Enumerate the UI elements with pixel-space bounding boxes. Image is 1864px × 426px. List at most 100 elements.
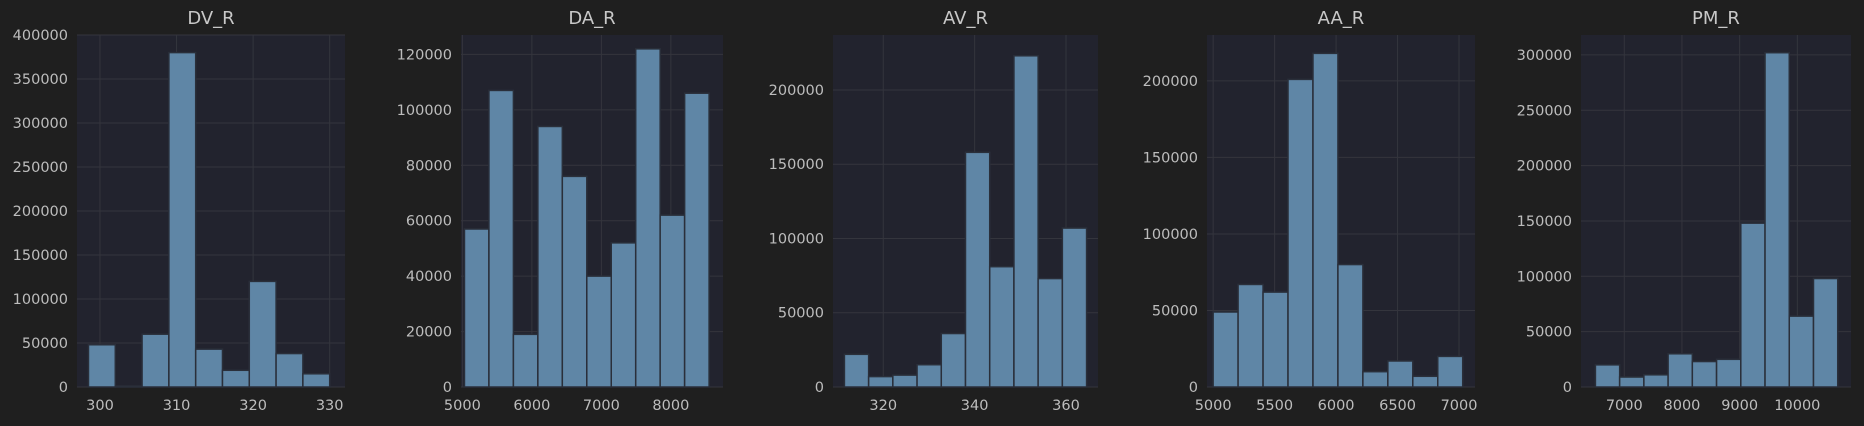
histogram-2: 0 20000 40000 60000 80000 100000 120000 5000 600… bbox=[397, 8, 723, 414]
histogram-bar bbox=[463, 228, 490, 388]
histogram-bar bbox=[141, 333, 170, 388]
histogram-bar bbox=[659, 214, 686, 388]
histogram-bar bbox=[1812, 277, 1839, 388]
y-tick-label: 50000 bbox=[1526, 325, 1572, 341]
x-tick-label: 7000 bbox=[583, 398, 620, 414]
histogram-bar bbox=[114, 385, 143, 388]
histogram-bar bbox=[275, 352, 304, 388]
y-tick-label: 100000 bbox=[1517, 269, 1572, 285]
x-tick-label: 9000 bbox=[1721, 398, 1758, 414]
y-tick-label: 100000 bbox=[769, 231, 824, 247]
x-tick-label: 6000 bbox=[513, 398, 550, 414]
x-tick-label: 6500 bbox=[1379, 398, 1416, 414]
histogram-bar bbox=[1715, 358, 1742, 388]
histogram-bar bbox=[194, 348, 224, 388]
histogram-bar bbox=[916, 363, 943, 388]
histogram-bar bbox=[1788, 315, 1815, 388]
chart-title: DV_R bbox=[187, 8, 234, 29]
x-tick-label: 5000 bbox=[444, 398, 481, 414]
x-tick-label: 360 bbox=[1052, 398, 1080, 414]
x-tick-label: 5000 bbox=[1195, 398, 1232, 414]
histogram-1: 0 50000 100000 150000 200000 250000 300000 3500… bbox=[13, 8, 345, 414]
x-tick-label: 300 bbox=[86, 398, 114, 414]
y-tick-label: 80000 bbox=[406, 158, 452, 174]
histogram-bar bbox=[586, 275, 613, 388]
histogram-bar bbox=[843, 353, 870, 388]
chart-title: PM_R bbox=[1692, 8, 1740, 29]
histogram-bar bbox=[1037, 277, 1064, 388]
histogram-bar bbox=[1691, 360, 1718, 388]
histogram-bar bbox=[1643, 374, 1669, 388]
y-tick-label: 40000 bbox=[406, 269, 452, 285]
histogram-bar bbox=[537, 125, 564, 388]
histogram-5: 0 50000 100000 150000 200000 250000 300000 7000… bbox=[1517, 8, 1851, 414]
histogram-bar bbox=[221, 369, 251, 388]
y-tick-label: 0 bbox=[443, 380, 452, 396]
y-tick-label: 100000 bbox=[1143, 227, 1198, 243]
histogram-bar bbox=[964, 151, 991, 388]
y-tick-label: 100000 bbox=[13, 292, 68, 308]
y-tick-label: 50000 bbox=[22, 336, 68, 352]
histogram-bar bbox=[610, 242, 637, 388]
x-tick-label: 8000 bbox=[652, 398, 689, 414]
histogram-bar bbox=[1387, 360, 1414, 388]
x-tick-label: 310 bbox=[163, 398, 191, 414]
y-tick-label: 120000 bbox=[397, 47, 452, 63]
histogram-bar bbox=[1287, 78, 1314, 388]
histogram-bar bbox=[940, 332, 967, 388]
y-tick-label: 0 bbox=[1563, 380, 1572, 396]
x-tick-label: 320 bbox=[869, 398, 897, 414]
histogram-4: 0 50000 100000 150000 200000 5000 5500 6000 6500… bbox=[1143, 8, 1478, 414]
histogram-bar bbox=[1740, 222, 1766, 388]
y-tick-label: 200000 bbox=[1517, 159, 1572, 175]
x-tick-label: 7000 bbox=[1441, 398, 1478, 414]
y-tick-label: 200000 bbox=[769, 83, 824, 99]
histogram-bar bbox=[561, 175, 588, 388]
histogram-bar bbox=[1337, 263, 1364, 388]
x-tick-label: 6000 bbox=[1318, 398, 1355, 414]
histogram-bar bbox=[634, 48, 661, 388]
y-tick-label: 60000 bbox=[406, 214, 452, 230]
y-tick-label: 300000 bbox=[1517, 48, 1572, 64]
y-tick-label: 150000 bbox=[769, 157, 824, 173]
chart-title: DA_R bbox=[568, 8, 615, 29]
histogram-bar bbox=[168, 51, 197, 388]
histogram-bar bbox=[1618, 376, 1645, 388]
y-tick-label: 50000 bbox=[778, 306, 824, 322]
y-tick-label: 20000 bbox=[406, 325, 452, 341]
histogram-bar bbox=[683, 92, 710, 388]
x-tick-label: 320 bbox=[239, 398, 267, 414]
chart-title: AV_R bbox=[943, 8, 988, 29]
histogram-bar bbox=[867, 375, 894, 388]
histogram-bar bbox=[1412, 375, 1439, 388]
y-tick-label: 250000 bbox=[13, 160, 68, 176]
histogram-bar bbox=[988, 265, 1015, 388]
y-tick-label: 0 bbox=[1189, 380, 1198, 396]
histogram-bar bbox=[248, 280, 277, 388]
y-tick-label: 200000 bbox=[13, 204, 68, 220]
y-tick-label: 400000 bbox=[13, 28, 68, 44]
y-tick-label: 150000 bbox=[13, 248, 68, 264]
x-tick-label: 330 bbox=[316, 398, 344, 414]
y-tick-label: 0 bbox=[59, 380, 68, 396]
histogram-bar bbox=[512, 333, 539, 388]
histogram-bar bbox=[1061, 227, 1088, 388]
x-tick-label: 5500 bbox=[1256, 398, 1293, 414]
y-tick-label: 100000 bbox=[397, 103, 452, 119]
y-tick-label: 250000 bbox=[1517, 103, 1572, 119]
y-tick-label: 150000 bbox=[1517, 214, 1572, 230]
histogram-bar bbox=[1212, 311, 1239, 388]
histogram-bar bbox=[1312, 52, 1339, 388]
y-tick-label: 350000 bbox=[13, 72, 68, 88]
histogram-3: 0 50000 100000 150000 200000 320 340 360 AV_R bbox=[769, 8, 1098, 414]
x-tick-label: 10000 bbox=[1774, 398, 1820, 414]
y-tick-label: 200000 bbox=[1143, 74, 1198, 90]
y-tick-label: 0 bbox=[815, 380, 824, 396]
x-tick-label: 7000 bbox=[1606, 398, 1643, 414]
histogram-bar bbox=[302, 373, 331, 388]
y-tick-label: 150000 bbox=[1143, 150, 1198, 166]
histogram-bar bbox=[1667, 353, 1694, 388]
x-tick-label: 8000 bbox=[1664, 398, 1701, 414]
histogram-bar bbox=[1437, 355, 1464, 388]
